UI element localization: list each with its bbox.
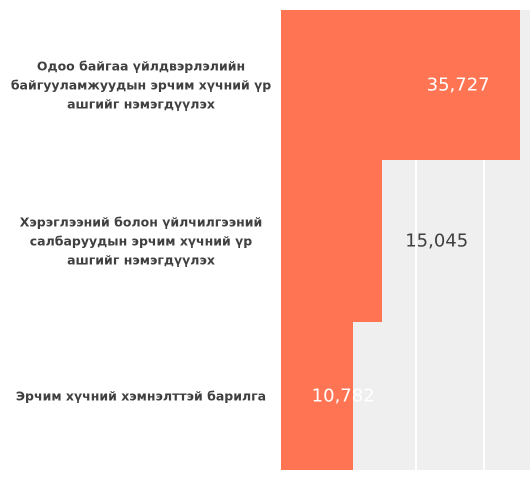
value-label: 35,727 [426, 74, 490, 96]
category-label: Хэрэглээний болон үйлчилгээний салбарууд… [19, 214, 263, 268]
bar [281, 322, 354, 470]
bar [281, 10, 521, 160]
bar-row: Хэрэглээний болон үйлчилгээний салбарууд… [0, 160, 530, 322]
bar-row: Эрчим хүчний хэмнэлттэй барилга 10,782 [0, 322, 530, 470]
category-label: Эрчим хүчний хэмнэлттэй барилга [15, 388, 267, 404]
category-label: Одоо байгаа үйлдвэрлэлийн байгууламжууды… [10, 58, 272, 112]
bar [281, 160, 382, 322]
bar-row: Одоо байгаа үйлдвэрлэлийн байгууламжууды… [0, 10, 530, 160]
value-label: 15,045 [405, 230, 469, 252]
value-label: 10,782 [311, 385, 375, 407]
